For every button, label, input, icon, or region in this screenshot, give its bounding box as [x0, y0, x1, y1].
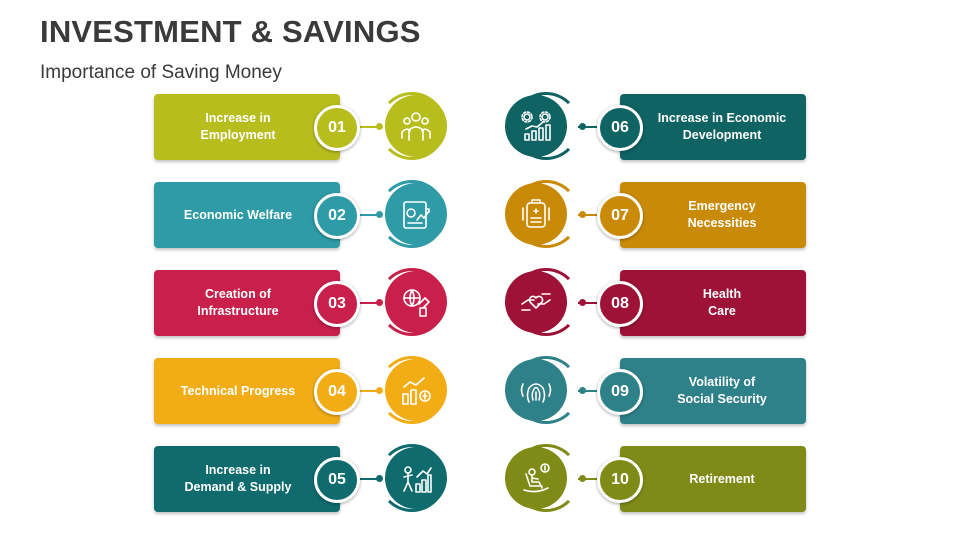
growth-document-icon — [385, 183, 447, 245]
rocking-chair-icon — [505, 447, 567, 509]
connector — [578, 302, 600, 304]
page-title: INVESTMENT & SAVINGS — [40, 14, 421, 49]
item-number: 06 — [597, 105, 643, 151]
connector — [360, 302, 382, 304]
item-box: Increase in Economic Development — [620, 94, 806, 160]
item-box: Increase in Demand & Supply — [154, 446, 340, 512]
item-number: 07 — [597, 193, 643, 239]
item-number: 01 — [314, 105, 360, 151]
item-number: 10 — [597, 457, 643, 503]
connector-dot — [579, 123, 586, 130]
item-06: Increase in Economic Development 06 — [154, 92, 806, 162]
item-box: Economic Welfare — [154, 182, 340, 248]
item-box: Creation of Infrastructure — [154, 270, 340, 336]
connector-dot — [579, 475, 586, 482]
item-08: Health Care 08 — [154, 268, 806, 338]
global-building-icon — [385, 271, 447, 333]
item-box: Technical Progress — [154, 358, 340, 424]
connector-dot — [579, 387, 586, 394]
demand-supply-icon — [385, 447, 447, 509]
item-label: Health Care — [702, 287, 742, 318]
item-03: Creation of Infrastructure 03 — [154, 268, 454, 338]
item-04: Technical Progress 04 — [154, 356, 454, 426]
item-number: 08 — [597, 281, 643, 327]
item-number: 02 — [314, 193, 360, 239]
item-label: Emergency Necessities — [687, 199, 757, 230]
item-box: Retirement — [620, 446, 806, 512]
item-number: 09 — [597, 369, 643, 415]
item-box: Increase in Employment — [154, 94, 340, 160]
item-box: Emergency Necessities — [620, 182, 806, 248]
item-09: Volatility of Social Security 09 — [154, 356, 806, 426]
item-label: Increase in Economic Development — [657, 111, 787, 142]
connector-dot — [579, 299, 586, 306]
page-subtitle: Importance of Saving Money — [40, 62, 282, 83]
item-label: Volatility of Social Security — [677, 375, 767, 406]
connector — [578, 478, 600, 480]
item-label: Increase in Demand & Supply — [184, 463, 292, 494]
item-label: Retirement — [689, 471, 755, 486]
item-10: Retirement 10 — [154, 444, 806, 514]
emergency-tag-icon — [505, 183, 567, 245]
connector — [360, 390, 382, 392]
item-label: Economic Welfare — [183, 207, 293, 222]
item-label: Creation of Infrastructure — [197, 287, 279, 318]
item-box: Health Care — [620, 270, 806, 336]
connector — [360, 126, 382, 128]
gears-bar-chart-icon — [505, 95, 567, 157]
item-05: Increase in Demand & Supply 05 — [154, 444, 454, 514]
connector — [360, 214, 382, 216]
item-box: Volatility of Social Security — [620, 358, 806, 424]
item-number: 05 — [314, 457, 360, 503]
progress-chart-icon — [385, 359, 447, 421]
item-number: 04 — [314, 369, 360, 415]
connector — [360, 478, 382, 480]
connector — [578, 126, 600, 128]
connector — [578, 390, 600, 392]
item-07: Emergency Necessities 07 — [154, 180, 806, 250]
people-group-icon — [385, 95, 447, 157]
heart-hands-icon — [505, 271, 567, 333]
item-label: Increase in Employment — [200, 111, 276, 142]
item-02: Economic Welfare 02 — [154, 180, 454, 250]
item-number: 03 — [314, 281, 360, 327]
connector — [578, 214, 600, 216]
connector-dot — [579, 211, 586, 218]
item-01: Increase in Employment 01 — [154, 92, 454, 162]
item-label: Technical Progress — [180, 383, 296, 398]
fingerprint-security-icon — [505, 359, 567, 421]
